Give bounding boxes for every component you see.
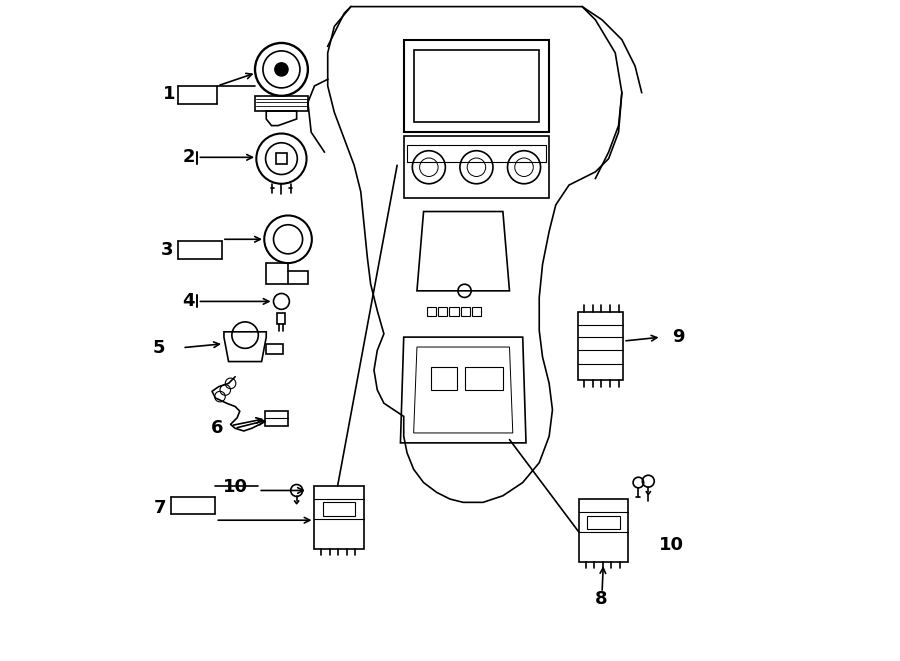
- Text: 5: 5: [153, 338, 166, 357]
- Circle shape: [274, 63, 288, 76]
- Text: 4: 4: [183, 292, 195, 311]
- Text: 7: 7: [154, 498, 166, 517]
- Text: 10: 10: [222, 478, 248, 496]
- Text: 3: 3: [161, 241, 174, 259]
- Text: 10: 10: [659, 536, 684, 555]
- Text: 6: 6: [211, 418, 223, 437]
- Text: 9: 9: [671, 328, 684, 346]
- Text: 1: 1: [163, 85, 176, 103]
- Text: 8: 8: [594, 590, 607, 608]
- Text: 2: 2: [183, 147, 195, 166]
